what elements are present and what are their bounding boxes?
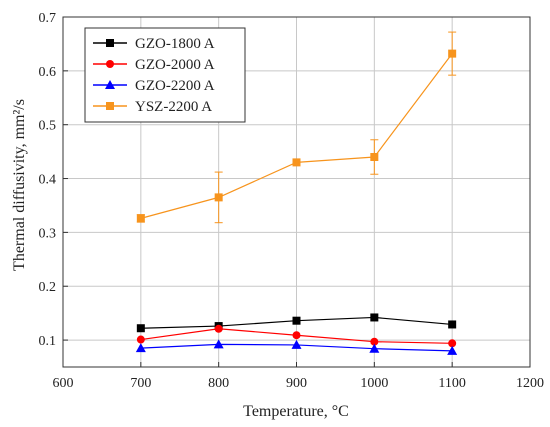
legend-item: GZO-1800 A [93, 36, 215, 52]
data-point [213, 339, 224, 349]
data-point [448, 320, 457, 329]
x-tick-label: 700 [130, 376, 151, 391]
y-tick-label: 0.6 [39, 65, 57, 80]
series-layer [135, 31, 458, 355]
data-point [370, 313, 379, 322]
data-point [292, 316, 301, 325]
legend-marker [106, 102, 114, 110]
legend: GZO-1800 A GZO-2000 A GZO-2200 A YSZ-2200 A [84, 27, 246, 123]
data-point [292, 331, 301, 340]
y-tick-label: 0.4 [39, 173, 57, 188]
x-tick-label: 900 [286, 376, 307, 391]
legend-marker [106, 60, 114, 68]
data-point [448, 49, 457, 58]
data-point [369, 343, 380, 353]
axes: 600 700 800 900 1000 1100 1200 0.1 0.2 0.3 0.4 0.5 0… [39, 11, 545, 391]
y-tick-label: 0.3 [39, 226, 57, 241]
legend-marker [106, 39, 114, 47]
data-point [292, 158, 301, 167]
series-gzo-2000-a [136, 324, 457, 348]
y-tick-label: 0.1 [39, 334, 57, 349]
series-gzo-2200-a [135, 339, 458, 355]
data-point [214, 193, 223, 202]
data-point [136, 335, 145, 344]
x-tick-label: 1200 [516, 376, 544, 391]
legend-label: YSZ-2200 A [135, 99, 212, 115]
data-point [214, 324, 223, 333]
x-tick-label: 1000 [360, 376, 388, 391]
legend-item: GZO-2000 A [93, 57, 215, 73]
x-axis-title: Temperature, °C [243, 403, 349, 420]
y-tick-label: 0.7 [39, 11, 57, 26]
series-ysz-2200-a [136, 31, 457, 224]
data-point [448, 339, 457, 348]
legend-label: GZO-2000 A [135, 57, 215, 73]
x-tick-label: 1100 [438, 376, 465, 391]
legend-marker [105, 80, 115, 89]
legend-item: YSZ-2200 A [93, 99, 212, 115]
x-tick-label: 600 [53, 376, 74, 391]
y-tick-label: 0.2 [39, 280, 57, 295]
legend-label: GZO-1800 A [135, 36, 215, 52]
data-point [135, 343, 146, 353]
y-axis-title: Thermal diffusivity, mm²/s [11, 99, 28, 271]
data-point [291, 339, 302, 349]
data-point [370, 337, 379, 346]
data-point [370, 153, 379, 161]
legend-item: GZO-2200 A [93, 78, 215, 94]
legend-label: GZO-2200 A [135, 78, 215, 94]
data-point [136, 214, 145, 223]
data-point [136, 324, 145, 333]
data-point [447, 345, 458, 355]
x-tick-label: 800 [208, 376, 229, 391]
y-tick-label: 0.5 [39, 119, 57, 134]
